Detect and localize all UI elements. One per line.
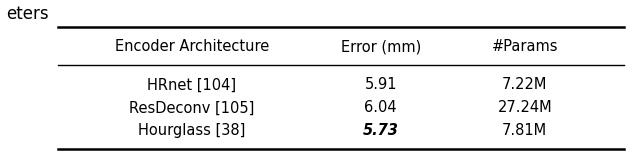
- Text: #Params: #Params: [492, 39, 558, 54]
- Text: 5.73: 5.73: [363, 123, 399, 138]
- Text: HRnet [104]: HRnet [104]: [147, 77, 237, 92]
- Text: Encoder Architecture: Encoder Architecture: [115, 39, 269, 54]
- Text: 6.04: 6.04: [365, 100, 397, 115]
- Text: ResDeconv [105]: ResDeconv [105]: [129, 100, 255, 115]
- Text: Hourglass [38]: Hourglass [38]: [138, 123, 246, 138]
- Text: 7.22M: 7.22M: [502, 77, 547, 92]
- Text: eters: eters: [6, 5, 49, 23]
- Text: 27.24M: 27.24M: [497, 100, 552, 115]
- Text: 5.91: 5.91: [365, 77, 397, 92]
- Text: 7.81M: 7.81M: [502, 123, 547, 138]
- Text: Error (mm): Error (mm): [340, 39, 421, 54]
